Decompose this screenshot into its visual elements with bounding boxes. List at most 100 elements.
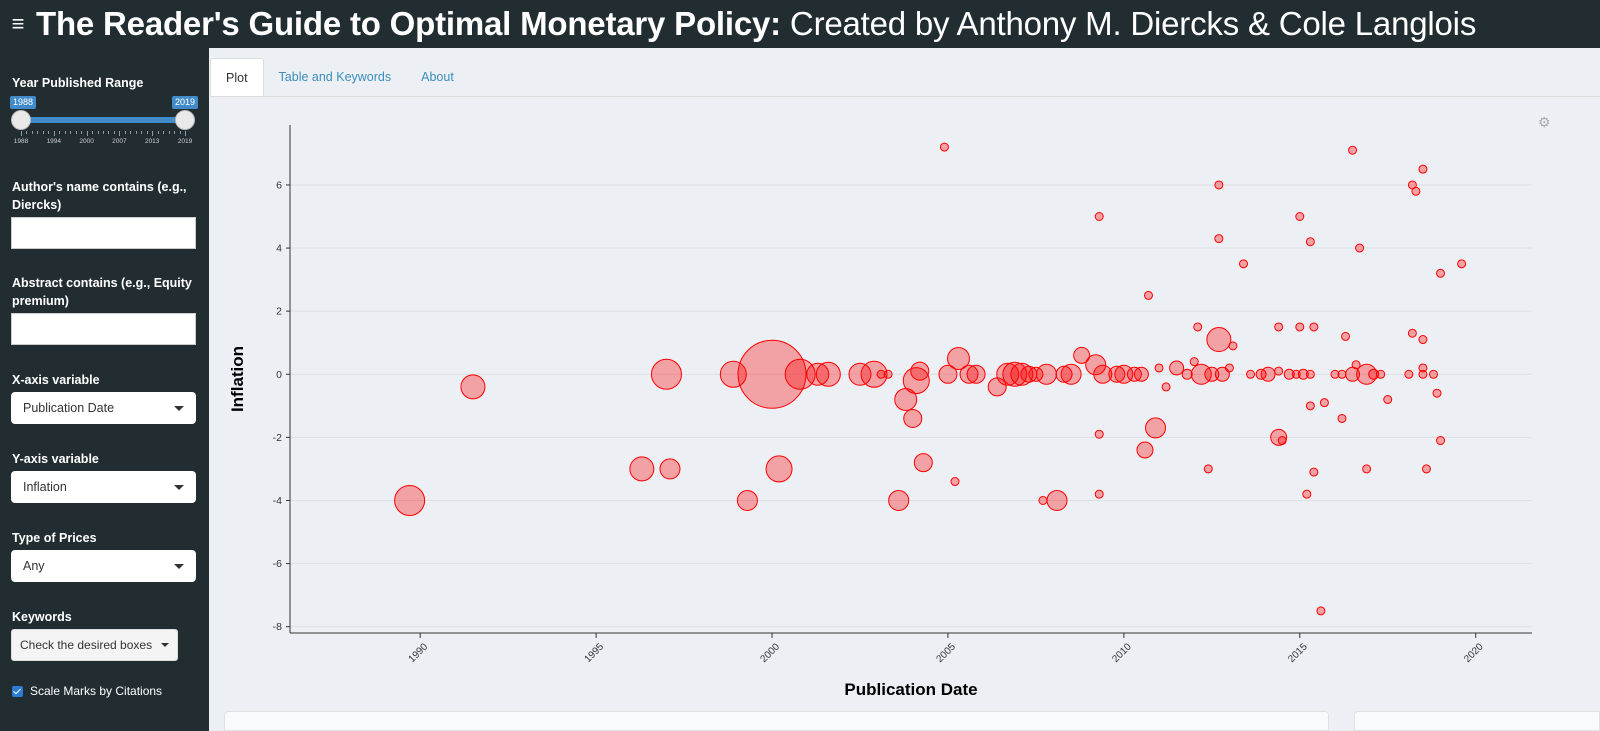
scatter-plot-svg[interactable]: -8 -6 -4 -2 0 2 4 6 1990 1995 2000 2005 2010 2015 2020…	[210, 97, 1570, 709]
author-input[interactable]	[11, 217, 196, 249]
slider-tick	[185, 131, 186, 136]
slider-tick	[130, 131, 132, 134]
data-point	[1028, 366, 1044, 382]
tab-table-and-keywords[interactable]: Table and Keywords	[278, 70, 392, 84]
data-point	[959, 364, 979, 384]
data-point	[1418, 369, 1428, 379]
data-point	[1154, 363, 1164, 373]
x-tick-label: 2005	[934, 641, 958, 665]
y-axis-select[interactable]: Inflation	[11, 471, 196, 503]
author-label: Author's name contains (e.g., Diercks)	[12, 180, 187, 212]
slider-tick	[119, 131, 121, 136]
slider-min-handle[interactable]	[11, 110, 31, 130]
data-point	[1274, 366, 1284, 376]
slider-tick	[103, 131, 104, 134]
slider-tick	[163, 131, 165, 134]
data-point	[1246, 369, 1256, 379]
data-point	[1337, 369, 1347, 379]
data-point	[1238, 259, 1248, 269]
keywords-dropdown-button[interactable]: Check the desired boxes	[11, 629, 178, 661]
data-point	[950, 477, 960, 487]
data-point	[1418, 335, 1428, 345]
year-min-badge: 1988	[10, 96, 37, 109]
y-tick-label: -4	[273, 495, 282, 507]
slider-tick	[152, 131, 154, 136]
data-point	[1348, 145, 1358, 155]
data-point	[1085, 354, 1107, 376]
data-point	[1094, 489, 1104, 499]
tab-about[interactable]: About	[421, 70, 454, 84]
scale-by-citations-checkbox[interactable]	[12, 685, 23, 697]
data-point	[737, 339, 807, 409]
prices-type-label: Type of Prices	[12, 531, 97, 545]
data-point	[1046, 489, 1068, 511]
data-point	[1404, 369, 1414, 379]
year-max-badge: 2019	[172, 96, 199, 109]
caret-down-icon	[174, 405, 184, 411]
data-point	[1073, 346, 1091, 364]
prices-type-select-value: Any	[23, 559, 45, 573]
scale-by-citations-row[interactable]: Scale Marks by Citations	[12, 684, 162, 698]
slider-tick	[97, 131, 99, 134]
gear-icon[interactable]: ⚙	[1538, 114, 1551, 130]
y-axis-select-value: Inflation	[23, 480, 67, 494]
tab-bar: Plot Table and Keywords About	[210, 58, 469, 96]
data-point	[815, 361, 841, 387]
data-point	[910, 361, 930, 381]
year-range-slider[interactable]: 1988 2019 1988 1994 2000 2007 2013 2019	[10, 95, 199, 155]
scale-by-citations-label: Scale Marks by Citations	[30, 684, 163, 698]
data-point	[1094, 212, 1104, 222]
data-point	[736, 489, 758, 511]
y-tick-label: 4	[276, 243, 282, 255]
data-point	[1035, 363, 1057, 385]
slider-tick	[42, 131, 44, 134]
slider-tick-label: 1994	[46, 138, 62, 145]
slider-tick-label: 2013	[144, 138, 160, 145]
slider-max-handle[interactable]	[175, 110, 195, 130]
data-point	[1143, 290, 1153, 300]
y-tick-label: 6	[276, 179, 282, 191]
data-point	[1093, 364, 1113, 384]
data-point	[1136, 441, 1154, 459]
caret-down-icon	[161, 643, 169, 647]
page-title: The Reader's Guide to Optimal Monetary P…	[36, 5, 1477, 42]
data-point	[394, 484, 426, 516]
abstract-input[interactable]	[11, 313, 196, 345]
data-point	[876, 369, 886, 379]
data-point	[1295, 322, 1305, 332]
data-point	[1224, 363, 1234, 373]
data-point	[1108, 365, 1126, 383]
data-point	[1161, 382, 1171, 392]
tab-plot[interactable]: Plot	[210, 58, 264, 96]
x-tick-label: 2010	[1110, 641, 1134, 665]
data-point	[1228, 341, 1238, 351]
slider-tick-label: 2019	[177, 138, 193, 145]
data-point	[1133, 366, 1149, 382]
data-point	[1193, 322, 1203, 332]
hamburger-icon[interactable]: ≡	[11, 11, 25, 36]
data-point	[1362, 464, 1372, 474]
slider-tick	[21, 131, 22, 136]
data-point	[996, 362, 1020, 386]
data-point	[1214, 366, 1230, 382]
tab-divider	[210, 96, 1600, 97]
slider-tick	[174, 131, 176, 134]
data-point	[946, 346, 970, 370]
x-axis-select-value: Publication Date	[23, 401, 115, 415]
slider-tick	[59, 131, 61, 134]
slider-tick	[37, 131, 39, 134]
caret-down-icon	[174, 563, 184, 569]
scatter-plot[interactable]: -8 -6 -4 -2 0 2 4 6 1990 1995 2000 2005 2010 2015 2020…	[210, 97, 1570, 709]
x-axis-select[interactable]: Publication Date	[11, 392, 196, 424]
data-point	[1411, 186, 1421, 196]
y-tick-label: -2	[273, 432, 282, 444]
data-point	[1421, 464, 1431, 474]
data-point	[659, 458, 681, 480]
prices-type-select[interactable]: Any	[11, 550, 196, 582]
data-point	[1283, 368, 1295, 380]
data-point	[1214, 234, 1224, 244]
data-point	[1368, 368, 1380, 380]
data-point	[1203, 464, 1213, 474]
data-point	[1002, 361, 1028, 387]
data-point	[860, 360, 888, 388]
